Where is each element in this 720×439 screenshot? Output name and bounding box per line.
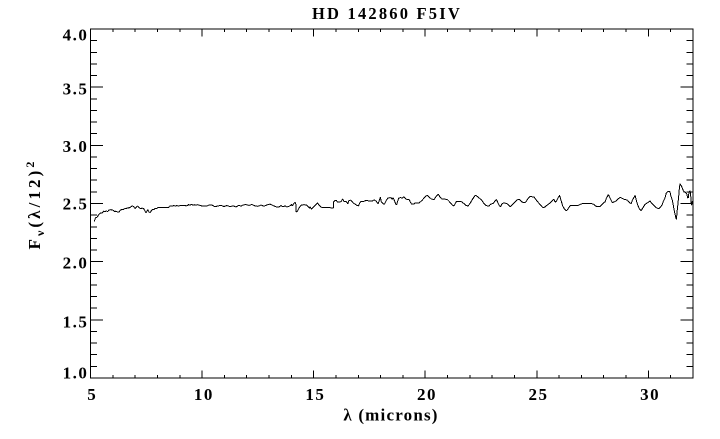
svg-text:20: 20 — [417, 385, 437, 404]
svg-text:15: 15 — [305, 385, 325, 404]
svg-text:2.0: 2.0 — [63, 254, 89, 273]
svg-text:HD 142860 F5IV: HD 142860 F5IV — [312, 4, 462, 23]
svg-text:4.0: 4.0 — [63, 26, 89, 45]
svg-text:25: 25 — [529, 385, 549, 404]
svg-text:2.5: 2.5 — [63, 194, 89, 213]
svg-text:30: 30 — [640, 385, 660, 404]
svg-text:1.5: 1.5 — [63, 312, 89, 331]
svg-text:10: 10 — [194, 385, 214, 404]
svg-text:3.5: 3.5 — [63, 80, 89, 99]
svg-text:λ (microns): λ (microns) — [343, 406, 438, 425]
svg-text:1.0: 1.0 — [63, 364, 89, 383]
svg-text:3.0: 3.0 — [63, 137, 89, 156]
svg-text:5: 5 — [87, 385, 97, 404]
